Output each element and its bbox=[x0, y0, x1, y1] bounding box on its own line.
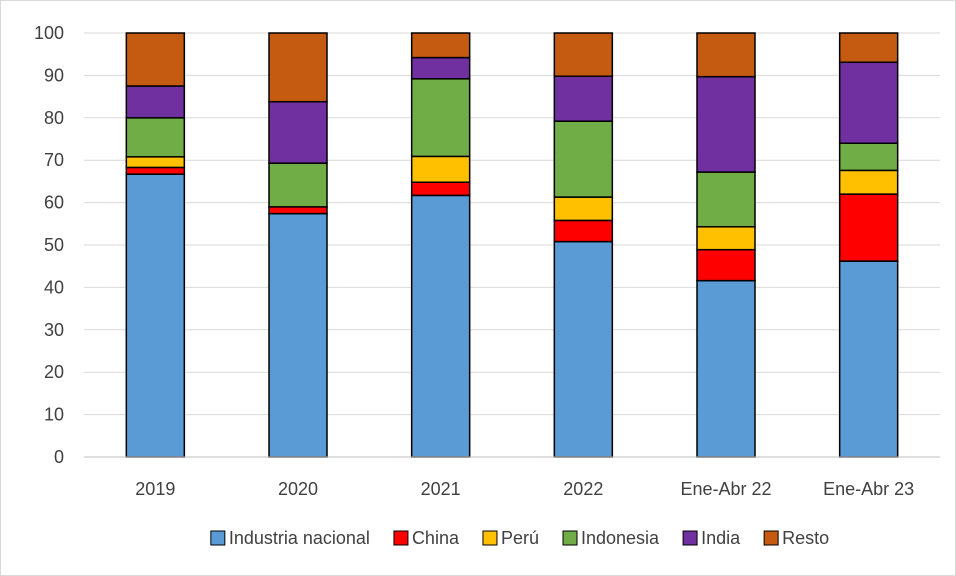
bar-segment-china bbox=[696, 248, 756, 282]
bar-segment-industria-nacional bbox=[696, 279, 756, 458]
bar-segment-india bbox=[410, 56, 471, 80]
bars bbox=[125, 32, 899, 458]
y-tick-label: 30 bbox=[44, 320, 64, 340]
bar-segment-india bbox=[268, 100, 328, 164]
y-tick-label: 10 bbox=[44, 405, 64, 425]
x-axis: 2019 2020 2021 2022 Ene-Abr 22 Ene-Abr 23 bbox=[84, 456, 940, 499]
bar-segment-india bbox=[838, 61, 899, 144]
y-tick-label: 60 bbox=[44, 193, 64, 213]
legend-label: Indonesia bbox=[581, 528, 660, 548]
bar-segment-china bbox=[125, 166, 186, 175]
y-axis: 0 10 20 30 40 50 60 70 80 90 100 bbox=[34, 23, 64, 467]
y-tick-label: 0 bbox=[54, 447, 64, 467]
bar-segment-resto bbox=[125, 32, 186, 87]
bar-segment-china bbox=[268, 206, 328, 215]
y-tick-label: 40 bbox=[44, 277, 64, 297]
legend-label: Perú bbox=[501, 528, 539, 548]
bar-segment-indonesia bbox=[268, 162, 328, 208]
legend-label: China bbox=[412, 528, 460, 548]
x-tick-label: 2019 bbox=[135, 479, 175, 499]
x-tick-label: Ene-Abr 22 bbox=[680, 479, 771, 499]
bar-segment-industria-nacional bbox=[268, 212, 328, 458]
bar-segment-industria-nacional bbox=[838, 260, 899, 458]
bar-segment-indonesia bbox=[838, 142, 899, 172]
bar-segment-per- bbox=[410, 155, 471, 183]
legend-swatch bbox=[210, 530, 226, 546]
bar-segment-china bbox=[553, 219, 614, 243]
x-tick-label: 2021 bbox=[421, 479, 461, 499]
y-tick-label: 100 bbox=[34, 23, 64, 43]
legend: Industria nacional China Perú Indonesia Indi… bbox=[210, 528, 829, 548]
bar-segment-indonesia bbox=[696, 171, 756, 228]
x-tick-label: 2020 bbox=[278, 479, 318, 499]
legend-label: Resto bbox=[782, 528, 829, 548]
bar-segment-resto bbox=[838, 32, 899, 64]
gridlines bbox=[84, 32, 940, 416]
legend-label: India bbox=[701, 528, 741, 548]
bar-segment-india bbox=[696, 75, 756, 173]
legend-swatch bbox=[763, 530, 779, 546]
legend-label: Industria nacional bbox=[229, 528, 370, 548]
y-tick-label: 70 bbox=[44, 150, 64, 170]
bar-segment-resto bbox=[410, 32, 471, 59]
legend-swatch bbox=[682, 530, 698, 546]
legend-swatch bbox=[482, 530, 498, 546]
bar-segment-resto bbox=[268, 32, 328, 103]
x-tick-label: 2022 bbox=[563, 479, 603, 499]
legend-swatch bbox=[393, 530, 409, 546]
bar-segment-india bbox=[553, 75, 614, 122]
y-tick-label: 80 bbox=[44, 108, 64, 128]
bar-segment-per- bbox=[838, 169, 899, 195]
bar-segment-resto bbox=[696, 32, 756, 78]
y-tick-label: 50 bbox=[44, 235, 64, 255]
y-tick-label: 20 bbox=[44, 362, 64, 382]
bar-segment-industria-nacional bbox=[553, 240, 614, 458]
bar-segment-indonesia bbox=[125, 117, 186, 158]
bar-segment-china bbox=[838, 193, 899, 262]
bar-segment-per- bbox=[125, 156, 186, 169]
bar-segment-china bbox=[410, 181, 471, 197]
bar-segment-indonesia bbox=[553, 120, 614, 198]
bar-segment-india bbox=[125, 85, 186, 119]
bar-segment-resto bbox=[553, 32, 614, 77]
bar-segment-industria-nacional bbox=[410, 194, 471, 458]
bar-segment-per- bbox=[696, 226, 756, 251]
bar-segment-indonesia bbox=[410, 78, 471, 158]
x-tick-label: Ene-Abr 23 bbox=[823, 479, 914, 499]
y-tick-label: 90 bbox=[44, 65, 64, 85]
legend-swatch bbox=[562, 530, 578, 546]
bar-segment-industria-nacional bbox=[125, 173, 186, 458]
bar-segment-per- bbox=[553, 196, 614, 222]
